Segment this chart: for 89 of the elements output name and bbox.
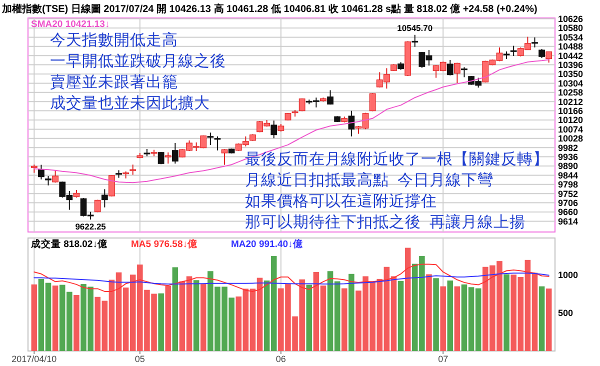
candlestick: [532, 36, 538, 48]
bar: [193, 280, 200, 351]
bar: [306, 284, 312, 351]
y-tick-label: 10580: [558, 23, 584, 34]
y-tick-label: 10534: [558, 32, 584, 42]
x-tick-label: 2017/04/10: [12, 354, 57, 364]
annotation: 一早開低並跌破月線之後: [50, 52, 226, 70]
text: MA20 991.40↓億: [231, 238, 304, 250]
candlestick: [101, 188, 108, 208]
candlestick: [412, 34, 418, 48]
bar: [447, 280, 454, 351]
annotation: 9622.25: [75, 222, 106, 232]
annotation: 10545.70: [397, 22, 433, 33]
bar: [165, 286, 172, 351]
annotation: 成交量也並未因此擴大: [50, 94, 210, 112]
y-tick-label: 9890: [558, 161, 578, 172]
candlestick: [327, 90, 334, 106]
annotation: 如果價格可以在這附近撐住: [245, 192, 437, 210]
candlestick: [454, 62, 460, 84]
y-tick-label: 10212: [558, 96, 584, 107]
candlestick: [270, 120, 278, 139]
y-tick-label: 9614: [558, 216, 578, 226]
annotation: 賣壓並未跟著出籠: [50, 73, 178, 91]
y-tick-label: 10350: [558, 69, 584, 80]
bar: [538, 286, 545, 351]
candlestick: [108, 174, 115, 197]
candlestick: [446, 60, 454, 76]
bar: [426, 274, 432, 351]
y-tick-label: 10074: [558, 124, 584, 134]
x-tick-label: 06: [276, 354, 286, 364]
candlestick: [158, 152, 164, 165]
candlestick: [348, 110, 355, 137]
candlestick: [369, 92, 376, 112]
y-tick-label: 10258: [558, 88, 584, 98]
y-tick-label: 10442: [558, 50, 584, 61]
y-tick-label: 10166: [558, 106, 584, 116]
candlestick: [172, 142, 178, 164]
line-series: [34, 272, 550, 284]
bar: [433, 278, 439, 351]
text: SMA20 10421.13↓: [31, 19, 110, 30]
candlestick: [221, 148, 228, 166]
annotation: 月線近日扣抵最高點 今日月線下彎: [245, 171, 494, 189]
y-tick-label: 10120: [558, 115, 584, 126]
candlestick: [45, 176, 52, 186]
text: MA5 976.58↓億: [131, 238, 199, 250]
candlestick: [38, 164, 44, 180]
annotation: 那可以期待往下扣抵之後 再讓月線上揚: [245, 213, 526, 231]
y-tick-label: 9752: [558, 188, 578, 199]
bar: [31, 284, 38, 351]
bar: [398, 280, 404, 351]
bar: [52, 286, 58, 351]
bar: [200, 284, 206, 351]
bar: [158, 293, 164, 351]
bar: [341, 288, 348, 351]
bar: [546, 288, 552, 351]
y-tick-label: 9982: [558, 142, 578, 153]
y-tick-label: 9660: [558, 207, 578, 218]
bar: [348, 274, 354, 351]
y-tick-label: 9844: [558, 170, 578, 180]
candlestick: [214, 136, 221, 151]
x-tick-label: 07: [438, 354, 448, 364]
candlestick: [461, 66, 468, 78]
chart-title: 加權指數(TSE) 日線圖 2017/07/24 開 10426.13 高 10461.28 低 10406.81 收 10461.28 s點 量 818.02 億 +24.58 (+0.24%): [1, 3, 538, 15]
bar: [404, 248, 411, 351]
y-tick-label: 10488: [558, 42, 584, 52]
candlestick: [130, 164, 136, 176]
y-tick-label: 9798: [558, 180, 578, 190]
candlestick: [164, 152, 172, 164]
bar: [504, 274, 510, 351]
line-series: [34, 264, 550, 292]
bar: [440, 286, 446, 351]
y-tick-label: 9936: [558, 152, 578, 162]
y-tick-label: 1000: [558, 270, 578, 280]
candlestick: [546, 51, 552, 64]
text: 成交量 818.02↓億: [30, 238, 108, 250]
bar: [454, 286, 460, 351]
bar: [74, 294, 80, 351]
bar: [172, 267, 178, 351]
y-tick-label: 10396: [558, 60, 584, 70]
annotation: 今天指數開低走高: [50, 31, 178, 49]
y-tick-label: 10626: [558, 14, 584, 24]
y-tick-label: 500: [558, 308, 574, 318]
candlestick: [510, 45, 517, 56]
candlestick: [207, 132, 214, 146]
y-tick-label: 10028: [558, 134, 584, 144]
candlestick: [52, 170, 58, 184]
y-tick-label: 10304: [558, 78, 584, 88]
x-tick-label: 05: [134, 354, 145, 364]
y-tick-label: 9706: [558, 198, 578, 208]
